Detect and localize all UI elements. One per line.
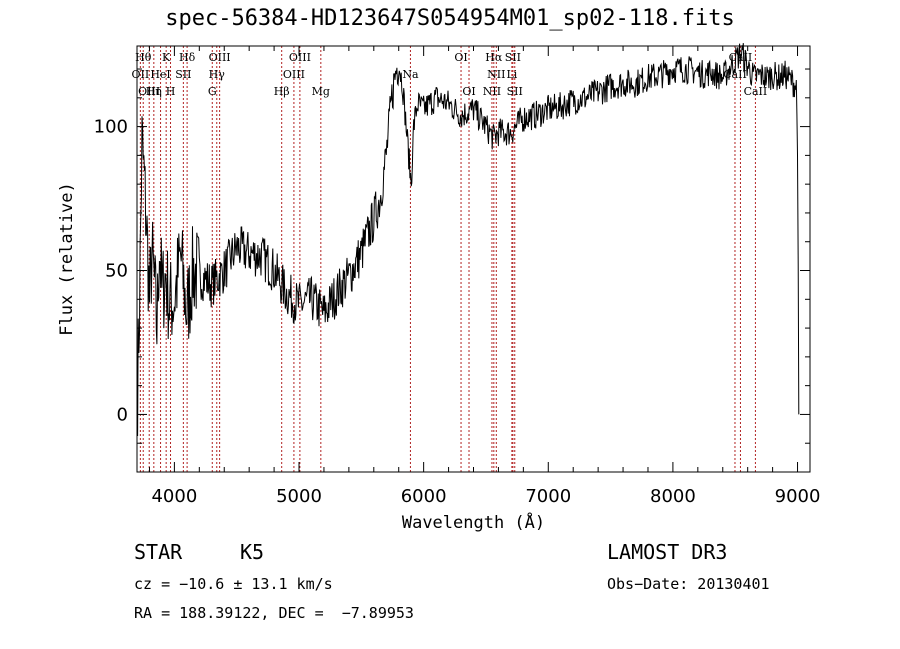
object-subclass: K5 [240,540,265,564]
marker-label-23: SII [505,51,521,64]
marker-label-19: NII [483,85,501,98]
redshift-text: cz = −10.6 ± 13.1 km/s [134,575,333,593]
marker-label-13: OIII [283,68,305,81]
marker-label-5: K [162,51,171,64]
x-axis-label: Wavelength (Å) [402,511,545,533]
marker-label-7: SII [175,68,191,81]
marker-label-18: OI [462,85,475,98]
x-tick-label-5: 9000 [775,486,821,507]
marker-label-10: Hγ [209,68,226,81]
y-tick-label-0: 0 [117,404,128,425]
object-class: STAR [134,540,183,564]
marker-label-21: NII [487,68,505,81]
marker-label-27: CaII [744,85,768,98]
x-tick-label-2: 6000 [401,486,447,507]
x-tick-label-1: 5000 [276,486,322,507]
marker-label-24: SII [507,85,523,98]
axis-ticks: 4000 5000 6000 7000 8000 9000 0 50 100 [94,46,821,507]
marker-label-6: H [166,85,176,98]
marker-label-14: OIII [289,51,311,64]
x-tick-label-3: 7000 [525,486,571,507]
survey-name: LAMOST DR3 [607,540,728,564]
marker-label-16: Na [402,68,419,81]
x-tick-label-0: 4000 [151,486,197,507]
marker-label-20: Hα [485,51,503,64]
marker-label-3: Hη [146,85,162,98]
marker-label-11: OIII [209,51,231,64]
y-tick-label-2: 100 [94,117,128,138]
marker-label-17: OI [454,51,467,64]
y-tick-label-1: 50 [105,261,128,282]
spectrum-line [136,43,800,437]
marker-label-9: G [208,85,217,98]
marker-label-15: Mg [312,85,330,98]
coordinates-text: RA = 188.39122, DEC = −7.89953 [134,604,414,622]
y-axis-label: Flux (relative) [57,182,77,336]
marker-label-4: HeI [150,68,170,81]
marker-label-0: OII [132,68,150,81]
marker-label-8: Hδ [179,51,196,64]
marker-label-1: Hθ [135,51,152,64]
obs-date: Obs−Date: 20130401 [607,575,770,593]
marker-label-12: Hβ [274,85,290,98]
marker-label-22: Li [506,68,517,81]
x-tick-label-4: 8000 [650,486,696,507]
chart-title: spec-56384-HD123647S054954M01_sp02-118.f… [165,6,735,31]
marker-label-2: OIII [138,85,160,98]
